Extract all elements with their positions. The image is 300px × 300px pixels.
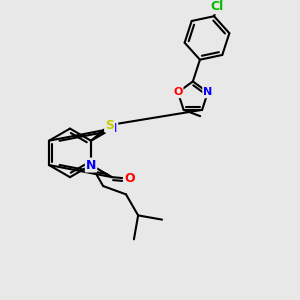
Text: N: N	[86, 158, 96, 172]
Text: O: O	[124, 172, 134, 185]
Text: N: N	[107, 122, 117, 135]
Text: O: O	[173, 87, 183, 97]
Text: Cl: Cl	[211, 0, 224, 13]
Text: N: N	[203, 87, 212, 97]
Text: S: S	[105, 118, 114, 131]
